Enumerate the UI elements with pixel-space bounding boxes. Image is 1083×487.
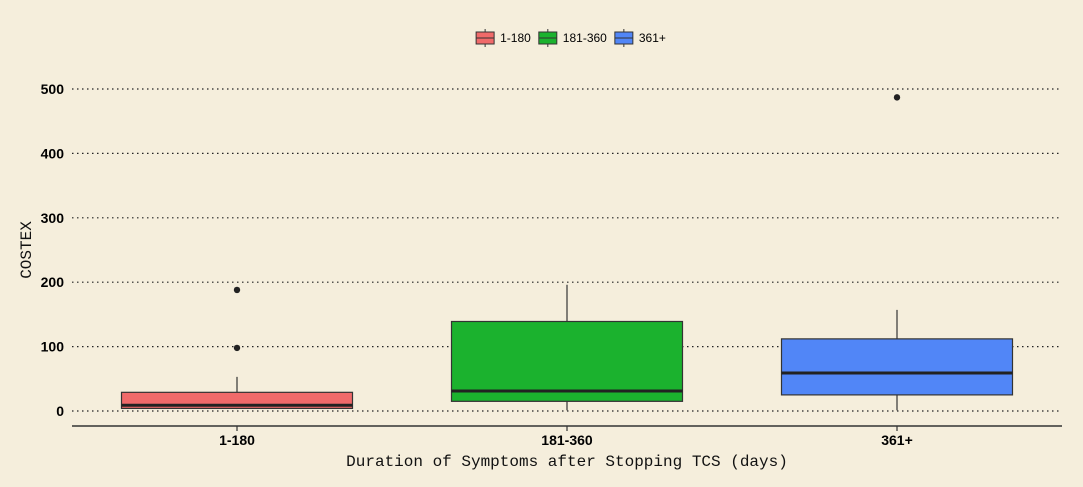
x-tick-label: 181-360 bbox=[541, 432, 593, 448]
y-tick-label: 500 bbox=[41, 81, 65, 97]
outlier-point bbox=[893, 94, 901, 101]
y-tick-label: 400 bbox=[41, 145, 65, 161]
box bbox=[450, 320, 684, 402]
x-axis-title: Duration of Symptoms after Stopping TCS … bbox=[346, 453, 788, 471]
y-tick-labels: 0 100 200 300 400 500 bbox=[41, 81, 65, 419]
x-tick-labels: 1-180 181-360 361+ bbox=[219, 426, 913, 448]
legend-item-181-360: 181-360 bbox=[538, 29, 607, 47]
y-tick-label: 0 bbox=[56, 403, 64, 419]
legend-label: 181-360 bbox=[563, 31, 607, 45]
legend-item-1-180: 1-180 bbox=[475, 29, 531, 47]
legend-label: 1-180 bbox=[500, 31, 531, 45]
box-group-1-180 bbox=[120, 286, 354, 410]
y-tick-label: 300 bbox=[41, 210, 65, 226]
y-axis-title: COSTEX bbox=[18, 221, 36, 279]
legend: 1-180 181-360 361+ bbox=[475, 29, 666, 47]
y-tick-label: 100 bbox=[41, 339, 65, 355]
box bbox=[780, 338, 1014, 396]
outlier-point bbox=[233, 286, 241, 294]
boxes bbox=[120, 94, 1014, 411]
box-group-181-360 bbox=[450, 284, 684, 411]
legend-item-361+: 361+ bbox=[614, 29, 666, 47]
box-group-361+ bbox=[780, 94, 1014, 411]
y-tick-label: 200 bbox=[41, 274, 65, 290]
outlier-point bbox=[233, 344, 241, 352]
x-tick-label: 361+ bbox=[881, 432, 913, 448]
x-tick-label: 1-180 bbox=[219, 432, 255, 448]
legend-label: 361+ bbox=[639, 31, 666, 45]
